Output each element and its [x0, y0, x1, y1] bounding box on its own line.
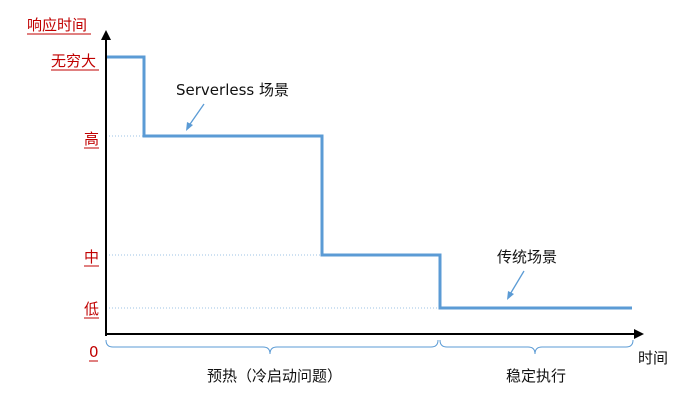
brace-warmup	[105, 339, 439, 355]
y-axis-title: 响应时间	[27, 16, 87, 34]
callout-serverless: Serverless 场景	[176, 81, 289, 99]
phase-label-stable: 稳定执行	[506, 367, 566, 385]
brace-stable	[439, 339, 634, 355]
callout-serverless-arrow	[187, 103, 205, 128]
callout-traditional: 传统场景	[497, 248, 557, 266]
y-axis-arrow	[101, 30, 111, 40]
x-axis-arrow	[634, 329, 644, 339]
callout-serverless-arrowhead	[186, 122, 193, 131]
phase-label-warmup: 预热（冷启动问题）	[207, 367, 342, 385]
callout-traditional-arrow	[508, 270, 525, 297]
level-label-high: 高	[84, 130, 99, 148]
callout-traditional-arrowhead	[507, 291, 514, 300]
origin-label: 0	[89, 343, 99, 361]
level-label-medium: 中	[84, 248, 99, 266]
response-time-step-line	[107, 55, 632, 310]
x-axis-title: 时间	[638, 349, 668, 367]
level-label-infinite: 无穷大	[51, 52, 96, 70]
level-label-low: 低	[84, 300, 99, 318]
